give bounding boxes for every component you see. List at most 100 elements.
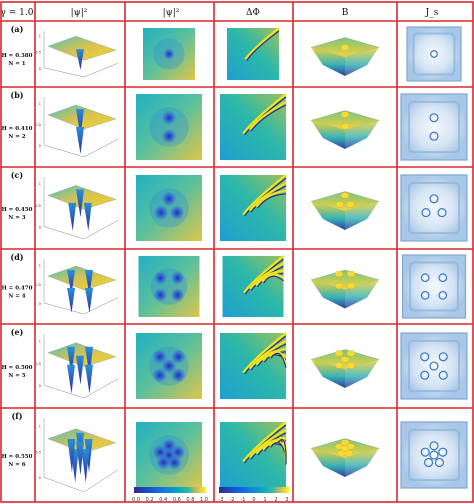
column-header-phase: ΔΦ [246,8,260,18]
current-vortex-center [440,211,444,214]
phase-branch-cut-edge [246,30,280,62]
psi-map-2d [143,28,195,80]
current-ring [407,181,461,235]
current-vortex-center [441,294,445,297]
field-side-right [345,359,379,388]
vortex-dip [67,439,76,473]
row-tag: (e) [11,327,24,337]
vortex-core [153,288,168,302]
vortex-dip [67,288,75,313]
current-vortex-center [423,355,426,358]
current-vortex-loop [429,194,439,204]
current-map [400,174,468,242]
vortex-core [163,48,175,60]
colorbar-phase-bar [219,487,289,493]
current-vortex-loop [429,113,439,123]
current-map [400,93,468,161]
phase-branch-cut [242,174,287,216]
current-vortex-loop [424,457,434,468]
current-vortex-loop [420,273,430,283]
surface-axes [43,31,119,78]
column-header-current: J_s [425,8,439,18]
row-tag: (b) [10,90,23,100]
colorbar-tick: 3 [285,497,288,503]
field-peak [340,445,350,452]
vortex-dip [67,346,75,376]
field-peak [346,201,355,208]
vortex-dip [76,127,84,154]
current-vortex-loop [420,290,430,300]
colorbar-tick: 1 [263,497,266,503]
gamma-label: γ = 1.0 [1,8,34,18]
phase-map [220,332,288,399]
surface-axes [43,259,119,315]
current-map [406,26,462,82]
vortex-core [170,367,186,383]
colorbar-tick: 0.0 [132,497,140,503]
phase-branch-cut [242,332,287,374]
surface-axis-tick: 0 [39,302,41,306]
psi-map-background [138,256,200,317]
field-peak [334,362,344,369]
surface-axis-tick: 0 [39,384,41,388]
phase-branch-cut [244,27,280,60]
surface-sheet [47,265,117,291]
psi-map-2d [136,422,202,488]
psi-surface-3d: 00.51 [35,259,119,315]
row-vortex-count: N = 6 [8,462,25,468]
vortex-dip [85,346,93,376]
colorbar-tick: -3 [219,497,224,503]
vortex-dip [68,202,77,231]
field-peak [340,123,350,130]
psi-surface-3d: 00.51 [35,31,119,78]
field-peak [340,111,350,118]
surface-axis-tick: 1 [39,182,41,186]
current-vortex-center [423,276,427,279]
psi-surface-3d: 00.51 [35,97,119,158]
current-vortex-loop [438,447,448,457]
vortex-dip [85,270,93,295]
row-tag: (a) [11,24,24,34]
current-vortex-center [432,364,436,368]
field-surface [310,349,380,388]
current-map-background [401,254,467,319]
vortex-core [152,349,168,365]
psi-map-2d [136,333,202,399]
surface-axes [43,97,119,158]
surface-axis-tick: 0 [39,476,41,480]
row-vortex-count: N = 4 [8,294,25,300]
vortex-core [170,288,185,302]
phase-branch-cut [248,181,287,212]
vortex-core [170,271,185,285]
field-surface [310,110,380,149]
vortex-core [161,110,177,126]
field-side-right [345,120,379,149]
vortex-core [161,191,177,207]
surface-axis-tick: 1 [39,264,41,268]
colorbar-psi-bar [134,487,206,493]
phase-map [227,27,280,80]
current-map [401,254,467,319]
vortex-core [153,205,169,220]
field-surface [310,191,380,230]
current-vortex-center [432,52,436,56]
phase-map [220,421,288,488]
colorbar-tick: 0.2 [146,497,154,503]
vortex-dip [76,355,84,385]
field-peak [346,362,356,369]
current-vortex-center [432,197,436,200]
vortex-core [152,367,168,383]
field-surface [310,37,380,76]
current-map-background [400,93,468,161]
surface-axis-tick: 0.5 [35,362,41,366]
current-vortex-loop [434,457,444,468]
psi-map-2d [138,256,200,317]
row-field-value: H = 0.380 [2,53,33,59]
current-vortex-center [423,374,426,377]
